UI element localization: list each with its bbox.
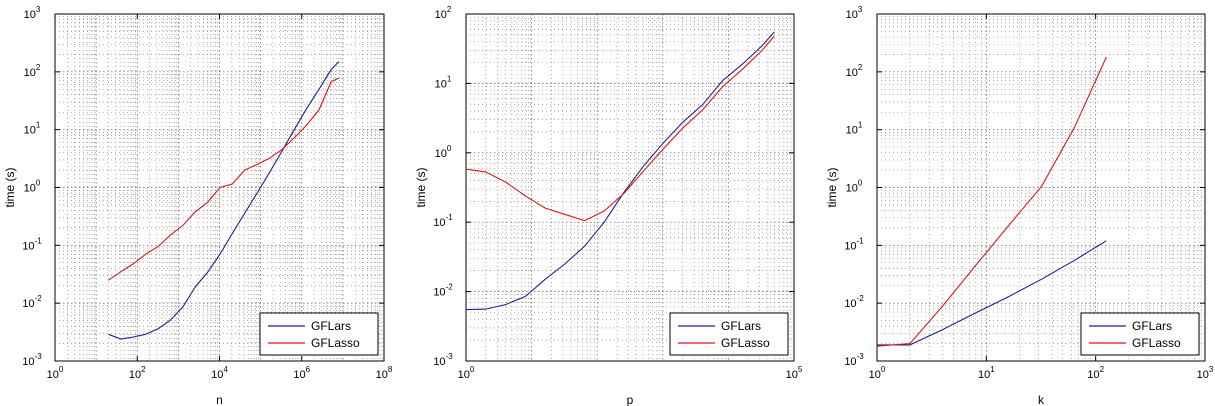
x-axis-label: n [216, 393, 223, 406]
grid [877, 14, 1205, 361]
y-tick-label: 103 [846, 5, 863, 21]
y-tick-label: 103 [24, 5, 41, 21]
y-tick-label: 10-1 [433, 213, 453, 229]
series-line-gflars [108, 61, 340, 340]
legend-label-gflars: GFLars [1132, 319, 1172, 333]
x-tick-label: 100 [869, 365, 886, 381]
plot-area [465, 13, 795, 362]
y-tick-label: 10-3 [22, 352, 42, 368]
legend-label-gflasso: GFLasso [311, 336, 360, 350]
series-line-gflars [877, 240, 1107, 346]
x-tick-label: 103 [1197, 365, 1214, 381]
x-tick-label: 102 [129, 365, 146, 381]
y-tick-label: 100 [435, 144, 452, 160]
y-tick-label: 10-1 [22, 236, 42, 252]
legend: GFLars GFLasso [1080, 312, 1200, 356]
x-tick-label: 101 [978, 365, 995, 381]
y-tick-label: 100 [846, 179, 863, 195]
y-axis-label: time (s) [825, 168, 839, 208]
series-line-gflasso [465, 35, 775, 222]
x-axis-label: p [627, 393, 634, 406]
legend: GFLars GFLasso [259, 312, 379, 356]
series-line-gflasso [876, 56, 1107, 347]
y-tick-label: 100 [24, 179, 41, 195]
x-axis-label: k [1038, 393, 1045, 406]
grid [466, 14, 794, 361]
y-tick-label: 102 [846, 63, 863, 79]
y-tick-label: 101 [846, 121, 863, 137]
x-tick-label: 100 [458, 365, 475, 381]
y-tick-label: 10-3 [844, 352, 864, 368]
legend-label-gflars: GFLars [311, 319, 351, 333]
y-tick-label: 10-3 [433, 352, 453, 368]
y-tick-label: 101 [435, 74, 452, 90]
series-line-gflasso [108, 77, 340, 281]
legend-box [1080, 312, 1200, 356]
series-line-gflars [465, 31, 775, 311]
y-tick-label: 10-2 [844, 294, 864, 310]
x-tick-label: 102 [1087, 365, 1104, 381]
legend-label-gflasso: GFLasso [1132, 336, 1181, 350]
legend-label-gflars: GFLars [721, 319, 761, 333]
y-tick-label: 10-2 [433, 283, 453, 299]
x-tick-label: 105 [786, 365, 803, 381]
x-tick-label: 106 [293, 365, 310, 381]
legend-box [259, 312, 379, 356]
x-tick-label: 100 [47, 365, 64, 381]
y-tick-label: 101 [24, 121, 41, 137]
legend-label-gflasso: GFLasso [721, 336, 770, 350]
y-tick-label: 10-2 [22, 294, 42, 310]
chart-panel-p: 100 105 10-3 10-2 10-1 100 101 102 p time (s) GFLa… [414, 5, 803, 406]
y-axis-label: time (s) [3, 168, 17, 208]
x-tick-label: 108 [376, 365, 393, 381]
y-tick-label: 102 [435, 5, 452, 21]
chart-panel-n: 100 102 104 106 108 10-3 10-2 10-1 100 101 102 103 n… [3, 5, 393, 406]
legend: GFLars GFLasso [669, 312, 789, 356]
x-tick-label: 104 [211, 365, 228, 381]
y-axis-label: time (s) [414, 168, 428, 208]
chart-panel-k: 100 101 102 103 10-3 10-2 10-1 100 101 102 103 k tim… [825, 5, 1214, 406]
y-tick-label: 10-1 [844, 236, 864, 252]
y-tick-label: 102 [24, 63, 41, 79]
legend-box [669, 312, 789, 356]
